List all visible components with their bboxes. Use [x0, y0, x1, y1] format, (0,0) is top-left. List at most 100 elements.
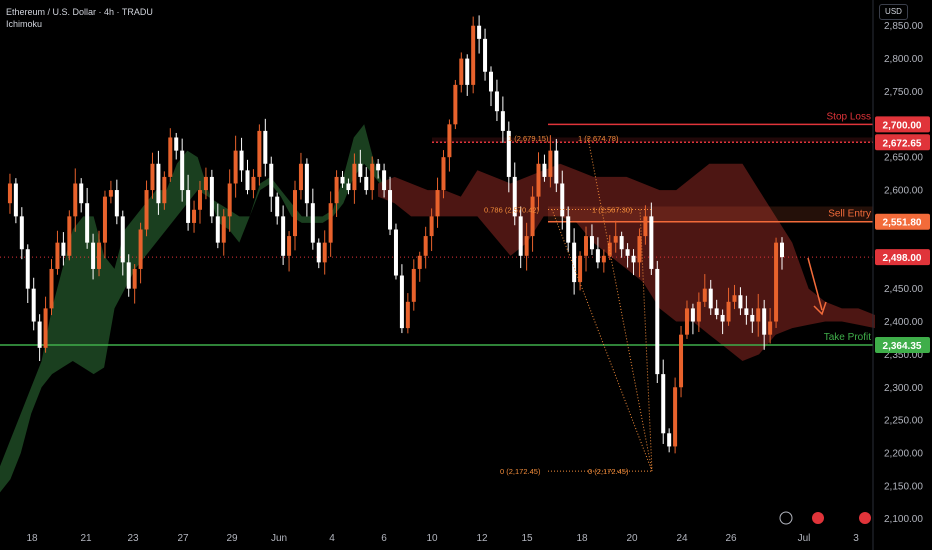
candle-body [595, 249, 600, 263]
candle-body [174, 137, 179, 151]
level-label-stop-loss: Stop Loss [827, 111, 871, 122]
candle-body [382, 170, 387, 191]
candle-body [180, 150, 185, 191]
candle-body [536, 163, 541, 197]
candle-body [287, 236, 292, 256]
candle-body [43, 308, 48, 348]
candle-body [631, 255, 636, 263]
x-tick-label: 12 [476, 533, 488, 544]
us-flag-icon [812, 512, 824, 524]
x-tick-label: 4 [329, 533, 335, 544]
y-tick-label: 2,250.00 [884, 416, 923, 427]
candle-body [471, 25, 476, 85]
candle-body [441, 157, 446, 191]
y-tick-label: 2,650.00 [884, 153, 923, 164]
x-tick-label: 18 [26, 533, 38, 544]
candle-body [584, 236, 589, 256]
candle-body [281, 216, 286, 256]
candle-body [346, 183, 351, 191]
candle-body [340, 176, 345, 184]
candle-body [625, 249, 630, 256]
fib-label: 0 (2,172.45) [588, 467, 629, 476]
currency-button[interactable]: USD [879, 4, 908, 20]
badge-current-price-text: 2,498.00 [883, 253, 922, 264]
y-tick-label: 2,450.00 [884, 284, 923, 295]
candle-body [156, 163, 161, 204]
y-tick-label: 2,400.00 [884, 317, 923, 328]
candle-body [322, 242, 327, 263]
candle-body [411, 268, 416, 302]
candle-body [370, 163, 375, 191]
candle-body [120, 216, 125, 263]
candle-body [548, 150, 553, 177]
candle-body [203, 176, 208, 191]
candle-body [488, 71, 493, 92]
candle-body [696, 301, 701, 322]
candle-body [352, 163, 357, 191]
stop-zone [432, 137, 873, 143]
candle-body [578, 255, 583, 283]
forecast-arrow-head [813, 301, 827, 316]
badge-take-profit [875, 336, 930, 353]
candle-body [465, 58, 470, 85]
candle-body [126, 262, 131, 289]
candle-body [328, 203, 333, 243]
event-icon [779, 511, 793, 525]
candle-body [459, 58, 464, 85]
indicator-label[interactable]: Ichimoku [6, 19, 43, 29]
chart-legend: Ethereum / U.S. Dollar · 4h · TRADU Ichi… [6, 6, 153, 30]
candle-body [768, 321, 773, 335]
candle-body [483, 38, 488, 72]
candle-body [162, 176, 167, 204]
candle-body [756, 308, 761, 322]
y-tick-label: 2,150.00 [884, 481, 923, 492]
candle-body [738, 295, 743, 309]
candle-body [7, 183, 12, 204]
y-tick-label: 2,350.00 [884, 350, 923, 361]
x-tick-label: 23 [127, 533, 139, 544]
ichimoku-bear-cloud [378, 163, 875, 361]
candle-body [589, 236, 594, 250]
candle-body [192, 209, 197, 223]
candle-body [750, 314, 755, 322]
candle-body [263, 130, 268, 164]
x-tick-label: Jun [271, 533, 287, 544]
candle-body [91, 242, 96, 269]
candle-body [744, 308, 749, 315]
y-tick-label: 2,750.00 [884, 87, 923, 98]
level-label-sell-entry: Sell Entry [828, 209, 871, 220]
candle-body [233, 150, 238, 184]
candle-body [667, 433, 672, 447]
candle-body [435, 190, 440, 217]
candle-body [150, 163, 155, 191]
candle-body [215, 216, 220, 243]
x-tick-label: 24 [676, 533, 688, 544]
x-tick-label: Jul [798, 533, 811, 544]
candle-body [221, 216, 226, 243]
level-label-take-profit: Take Profit [824, 332, 871, 343]
candle-body [655, 268, 660, 375]
candle-body [417, 255, 422, 269]
badge-sell-entry-text: 2,551.80 [883, 218, 922, 229]
candle-body [114, 190, 119, 217]
candle-body [780, 242, 784, 258]
candle-body [25, 249, 30, 289]
candle-body [619, 236, 624, 250]
candle-body [542, 163, 547, 177]
candle-body [186, 190, 191, 223]
candle-body [55, 242, 60, 269]
candle-body [637, 236, 642, 263]
candle-body [49, 268, 54, 309]
fib-label: 0.786 (2,570.42) [484, 206, 540, 215]
candle-body [393, 229, 398, 276]
badge-current-price [875, 249, 930, 266]
fib-label: 1 (2,567.30) [592, 206, 633, 215]
candle-body [566, 216, 571, 243]
candle-body [293, 190, 298, 237]
symbol-title[interactable]: Ethereum / U.S. Dollar · 4h · TRADU [6, 7, 153, 17]
candle-body [144, 190, 149, 230]
candle-body [316, 242, 321, 263]
candle-body [102, 196, 107, 243]
candle-body [429, 216, 434, 237]
